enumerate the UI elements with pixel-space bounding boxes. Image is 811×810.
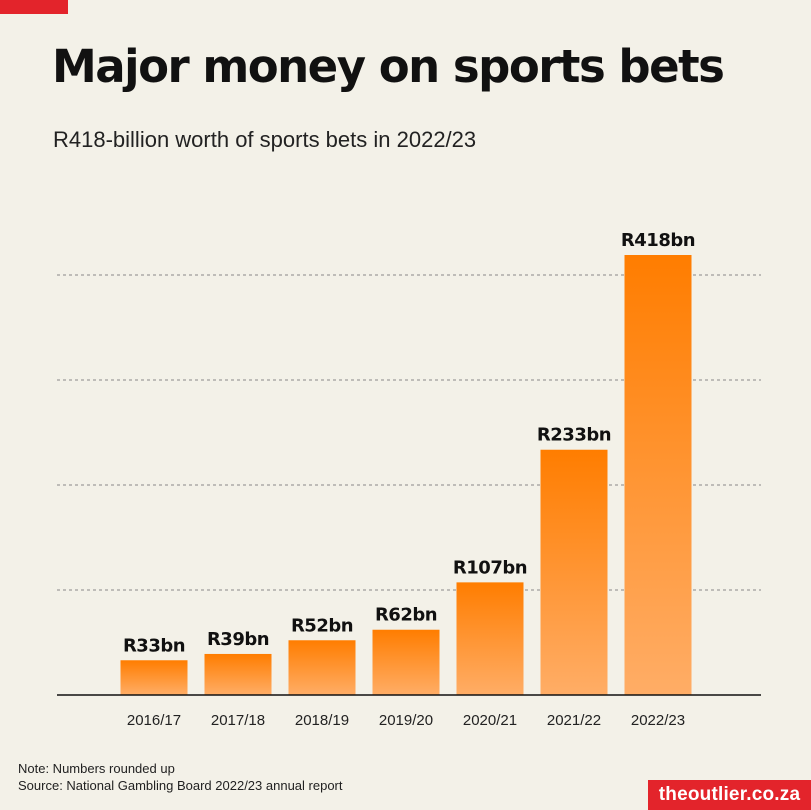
bar-2020/21 xyxy=(456,582,524,695)
chart-title: Major money on sports bets xyxy=(52,40,725,93)
bar-2018/19 xyxy=(288,640,356,695)
brand-badge[interactable]: theoutlier.co.za xyxy=(648,780,811,810)
data-label: R33bn xyxy=(123,635,185,656)
x-tick-labels: 2016/17 2017/18 2018/19 2019/20 2020/21 2021/… xyxy=(127,712,685,729)
data-labels: R33bn R39bn R52bn R62bn R107bn R233bn R418bn xyxy=(123,230,696,656)
bars xyxy=(120,255,692,695)
top-accent-bar xyxy=(0,0,68,14)
bar-2022/23 xyxy=(624,255,692,695)
x-tick-label: 2020/21 xyxy=(463,712,517,729)
data-label: R39bn xyxy=(207,629,269,650)
bar-2019/20 xyxy=(372,629,440,695)
x-tick-label: 2017/18 xyxy=(211,712,265,729)
source-text: Source: National Gambling Board 2022/23 … xyxy=(18,778,343,793)
x-tick-label: 2021/22 xyxy=(547,712,601,729)
data-label: R418bn xyxy=(621,230,695,251)
x-tick-label: 2019/20 xyxy=(379,712,433,729)
data-label: R52bn xyxy=(291,615,353,636)
data-label: R62bn xyxy=(375,605,437,626)
note-text: Note: Numbers rounded up xyxy=(18,761,175,776)
x-tick-label: 2022/23 xyxy=(631,712,685,729)
data-label: R107bn xyxy=(453,557,527,578)
bar-2016/17 xyxy=(120,660,188,695)
data-label: R233bn xyxy=(537,425,611,446)
footnote: Note: Numbers rounded up Source: Nationa… xyxy=(18,760,343,794)
bar-2017/18 xyxy=(204,653,272,695)
chart-subtitle: R418-billion worth of sports bets in 202… xyxy=(53,127,477,152)
bar-2021/22 xyxy=(540,449,608,695)
x-tick-label: 2018/19 xyxy=(295,712,349,729)
x-tick-label: 2016/17 xyxy=(127,712,181,729)
